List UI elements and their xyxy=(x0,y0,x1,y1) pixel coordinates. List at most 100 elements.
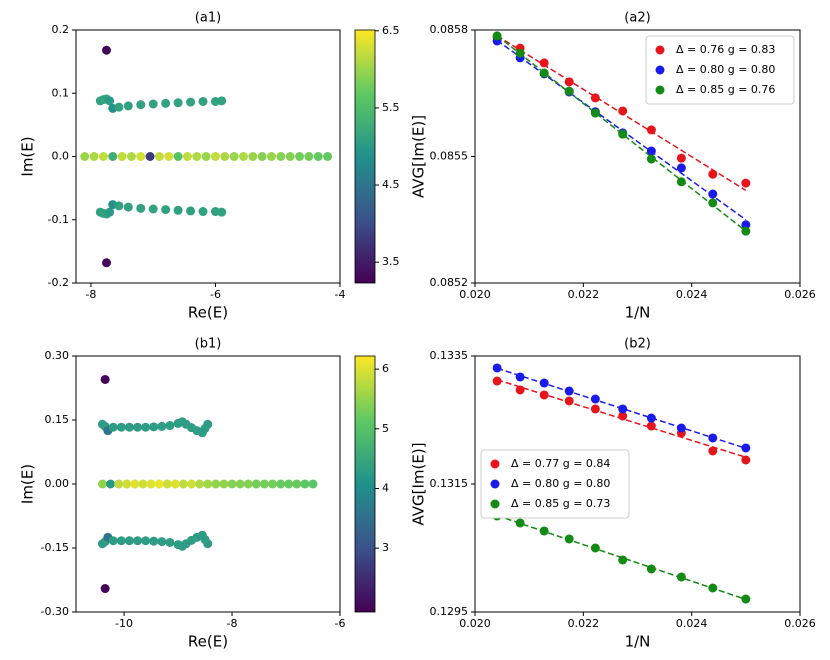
point xyxy=(203,479,213,489)
point xyxy=(251,479,261,489)
legend-marker xyxy=(490,499,500,509)
point xyxy=(515,385,525,395)
point xyxy=(741,226,751,236)
legend-marker xyxy=(655,45,665,55)
point xyxy=(618,411,628,421)
y-tick-label: -0.1 xyxy=(48,213,69,226)
point xyxy=(300,479,310,489)
point xyxy=(276,479,286,489)
y-axis-label: Im(E) xyxy=(19,464,37,504)
y-tick-label: 0.0852 xyxy=(430,276,469,289)
point xyxy=(708,189,718,199)
point xyxy=(108,536,118,546)
point xyxy=(157,421,167,431)
point xyxy=(170,479,180,489)
point xyxy=(323,152,333,161)
point xyxy=(515,518,525,528)
point xyxy=(238,152,248,161)
chart-title: (b2) xyxy=(624,337,651,352)
point xyxy=(539,58,549,68)
point xyxy=(235,479,245,489)
point xyxy=(198,207,208,217)
point xyxy=(130,479,140,489)
point xyxy=(203,539,213,549)
point xyxy=(217,207,227,217)
point xyxy=(539,390,549,400)
colorbar-tick-label: 4 xyxy=(382,481,389,494)
point xyxy=(201,152,211,161)
point xyxy=(162,479,172,489)
point xyxy=(248,152,258,161)
colorbar-tick-label: 6.5 xyxy=(382,24,400,37)
point xyxy=(257,152,267,161)
point xyxy=(618,106,628,116)
point xyxy=(564,86,574,96)
x-tick-label: -6 xyxy=(210,288,221,301)
point xyxy=(146,479,156,489)
point xyxy=(165,537,175,547)
point xyxy=(313,152,323,161)
legend-marker xyxy=(655,85,665,95)
point xyxy=(116,422,126,432)
colorbar-tick-label: 4.5 xyxy=(382,178,400,191)
point xyxy=(154,479,164,489)
point xyxy=(105,207,115,217)
point xyxy=(590,543,600,553)
plot-frame xyxy=(474,29,801,284)
y-tick-label: -0.30 xyxy=(41,605,69,618)
point xyxy=(708,446,718,456)
x-tick-label: 0.022 xyxy=(568,288,600,301)
point xyxy=(220,152,230,161)
point xyxy=(136,100,146,110)
point xyxy=(217,96,227,106)
point xyxy=(676,572,686,582)
point xyxy=(124,422,134,432)
point xyxy=(492,363,502,373)
point xyxy=(564,386,574,396)
y-tick-label: -0.15 xyxy=(41,541,69,554)
x-tick-label: -10 xyxy=(115,617,133,630)
point xyxy=(646,564,656,574)
point xyxy=(122,479,132,489)
point xyxy=(203,419,213,429)
x-tick-label: 0.026 xyxy=(784,288,816,301)
colorbar-tick-label: 6 xyxy=(382,362,389,375)
x-tick-label: -4 xyxy=(335,288,346,301)
colorbar-tick-label: 3.5 xyxy=(382,255,400,268)
y-tick-label: 0.1 xyxy=(52,86,70,99)
colorbar-tick-label: 3 xyxy=(382,541,389,554)
colorbar xyxy=(354,355,376,613)
legend-label: Δ = 0.80 g = 0.80 xyxy=(676,63,775,76)
point xyxy=(243,479,253,489)
y-tick-label: 0.0855 xyxy=(430,150,469,163)
point xyxy=(676,423,686,433)
point xyxy=(210,152,220,161)
point xyxy=(123,202,133,212)
x-tick-label: 0.020 xyxy=(459,617,491,630)
point xyxy=(741,178,751,188)
point xyxy=(149,536,159,546)
point xyxy=(741,455,751,465)
x-axis-label: 1/N xyxy=(625,304,651,322)
point xyxy=(284,479,294,489)
legend-label: Δ = 0.76 g = 0.83 xyxy=(676,43,775,56)
point xyxy=(186,206,196,216)
point xyxy=(741,443,751,453)
point xyxy=(285,152,295,161)
point xyxy=(676,163,686,173)
chart-title: (a2) xyxy=(624,11,650,26)
point xyxy=(157,537,167,547)
point xyxy=(492,31,502,41)
point xyxy=(276,152,286,161)
point xyxy=(165,421,175,431)
y-tick-label: 0.1315 xyxy=(430,477,469,490)
point xyxy=(708,583,718,593)
point xyxy=(708,169,718,179)
point xyxy=(192,152,202,161)
legend-label: Δ = 0.77 g = 0.84 xyxy=(511,457,610,470)
point xyxy=(123,101,133,111)
point xyxy=(133,536,143,546)
x-axis-label: 1/N xyxy=(625,633,651,651)
point xyxy=(117,152,127,161)
